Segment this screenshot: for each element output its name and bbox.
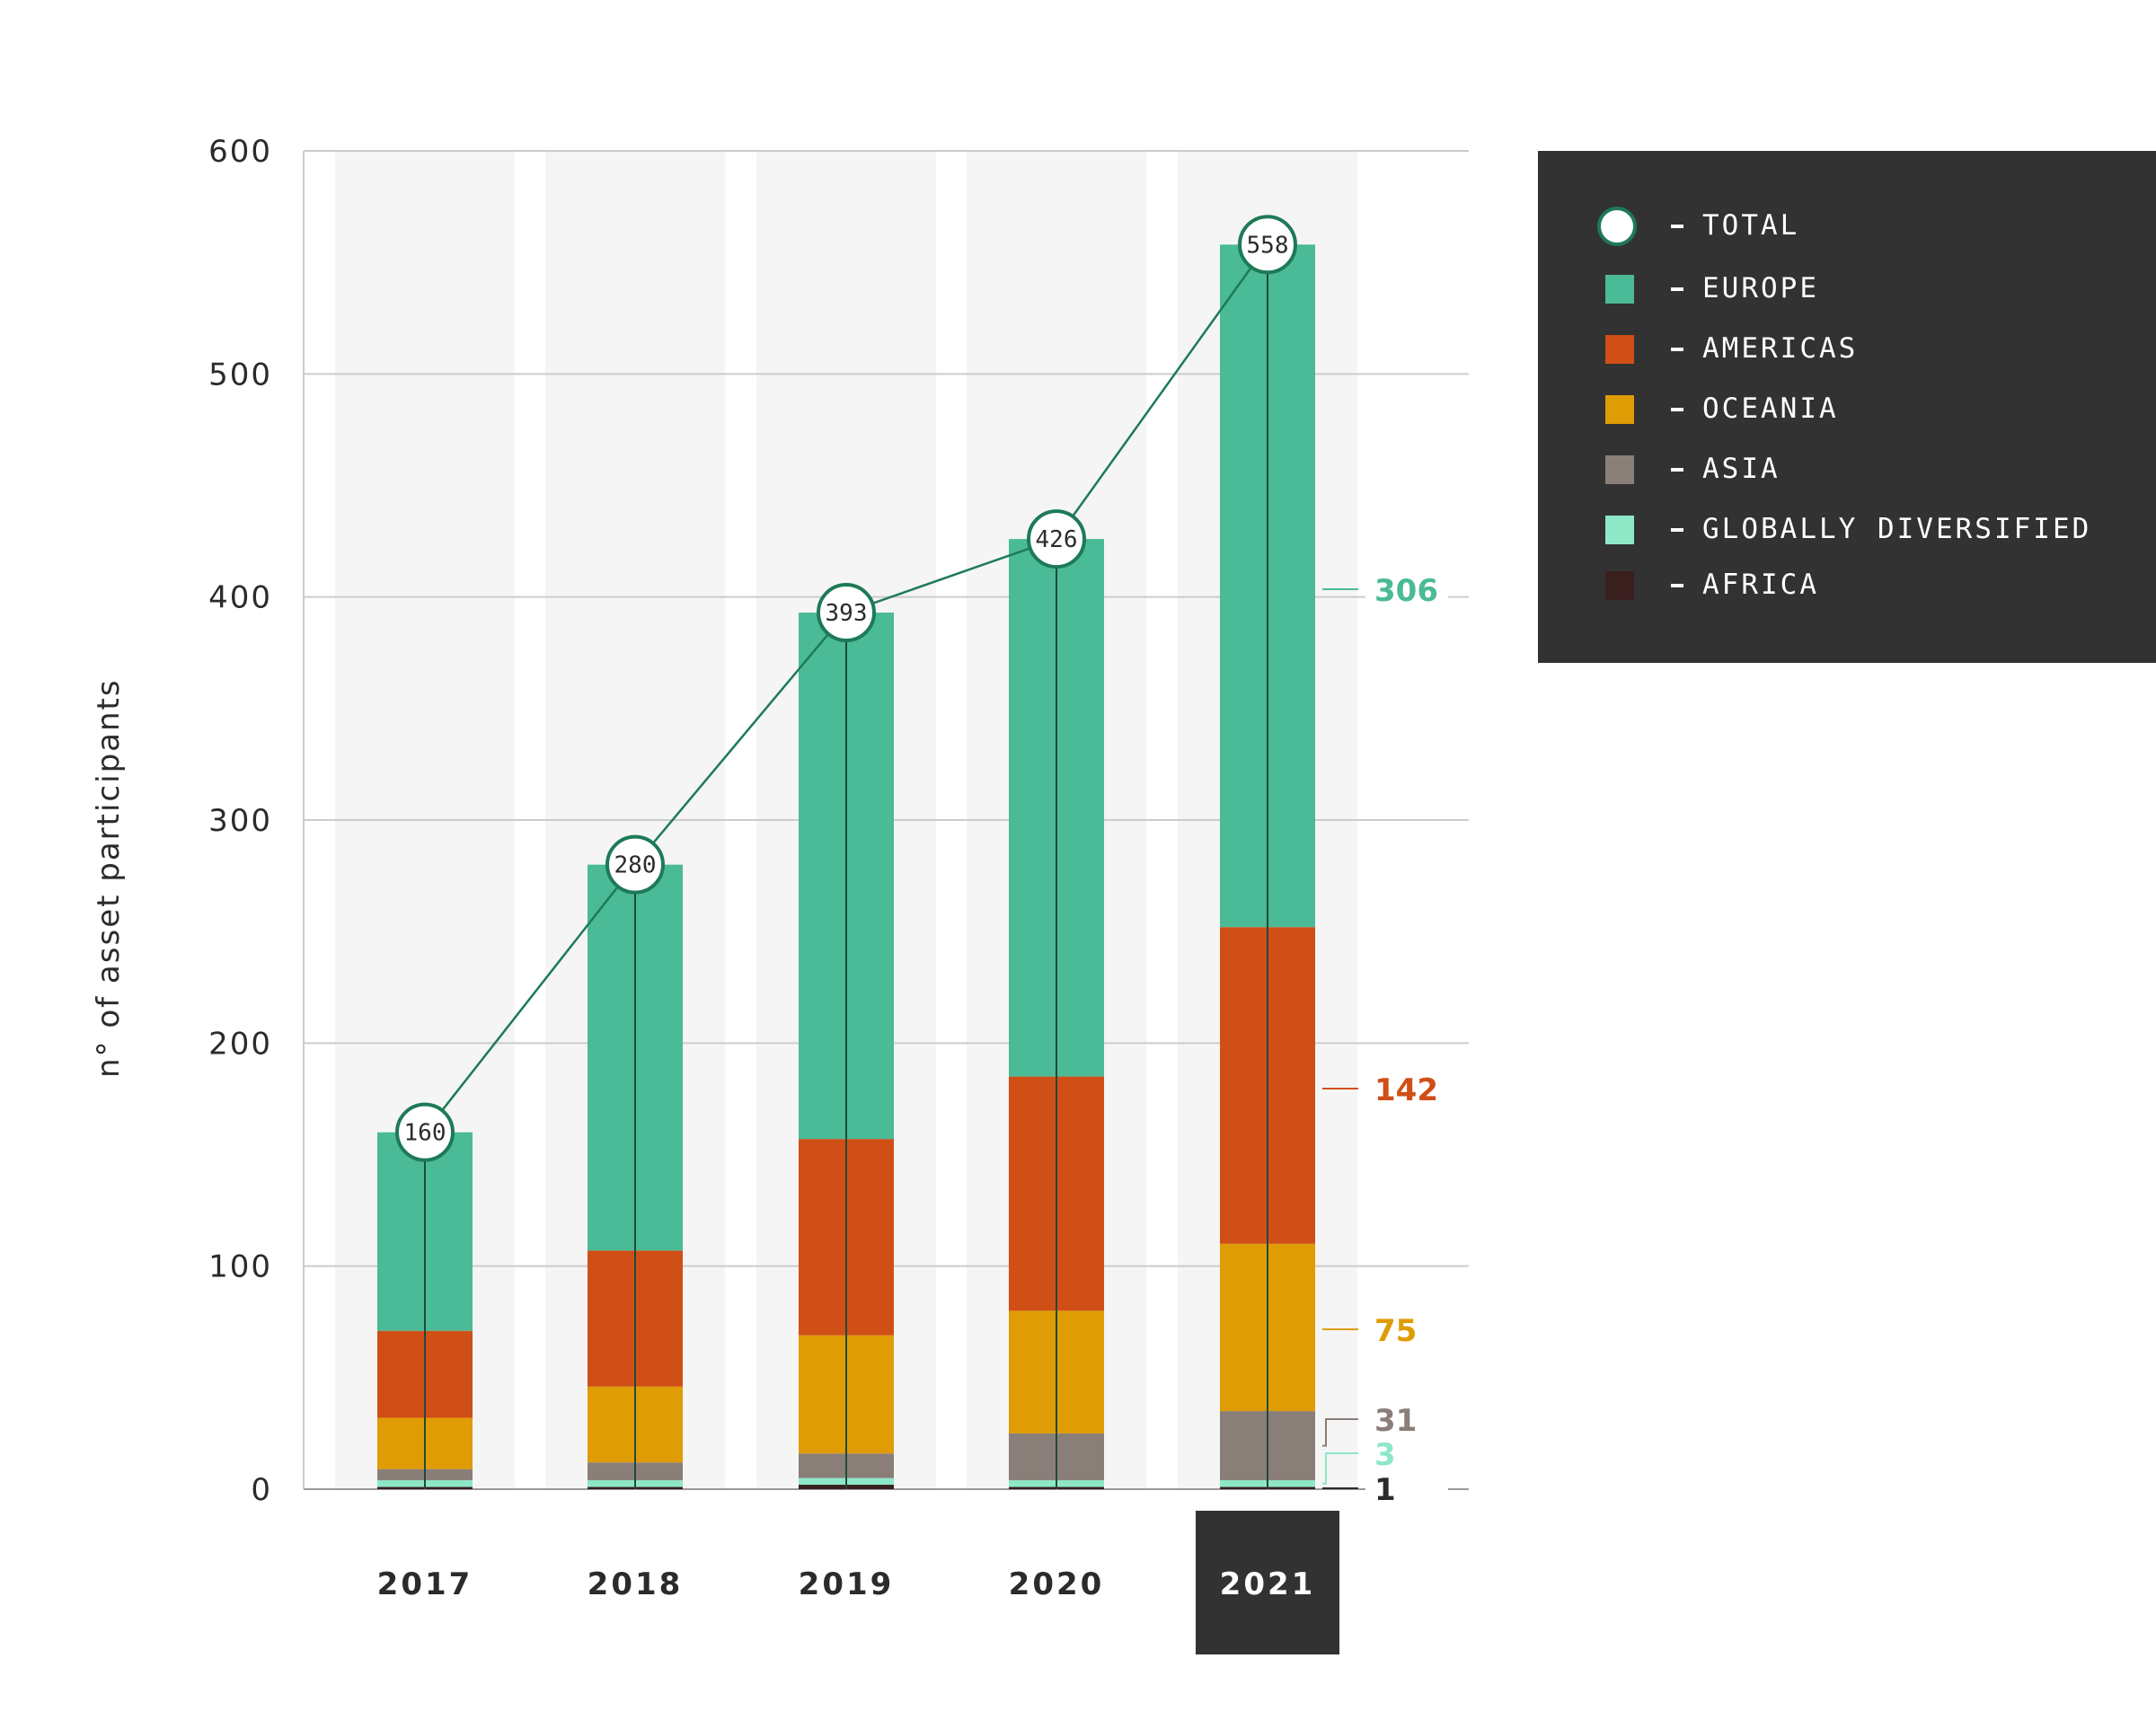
- legend-dash: [1671, 287, 1683, 291]
- legend-swatch: [1605, 275, 1634, 304]
- legend-label: EUROPE: [1702, 272, 1819, 304]
- annotation-oceania: 75: [1374, 1313, 1417, 1349]
- annotation-bg: [1365, 1310, 1448, 1349]
- annotation-africa: 1: [1374, 1472, 1396, 1508]
- total-value-2017: 160: [404, 1120, 446, 1147]
- legend-item-africa: AFRICA: [1538, 563, 2156, 608]
- legend-label: ASIA: [1702, 453, 1780, 485]
- legend-item-globally-diversified: GLOBALLY DIVERSIFIED: [1538, 507, 2156, 552]
- x-tick-label-2021: 2021: [1220, 1566, 1316, 1602]
- total-value-2018: 280: [614, 852, 657, 879]
- legend-label: OCEANIA: [1702, 393, 1839, 425]
- annotation-globally-diversified: 3: [1374, 1437, 1396, 1473]
- x-tick-label-2019: 2019: [799, 1566, 895, 1602]
- legend-swatch: [1605, 395, 1634, 424]
- legend-swatch: [1605, 571, 1634, 600]
- annotation-europe: 306: [1374, 573, 1438, 609]
- bars: [377, 244, 1315, 1489]
- legend-label: GLOBALLY DIVERSIFIED: [1702, 513, 2092, 545]
- y-tick-label: 500: [208, 357, 272, 393]
- total-value-2020: 426: [1036, 526, 1078, 553]
- legend-dash: [1671, 468, 1683, 472]
- legend-dash: [1671, 408, 1683, 411]
- legend-item-europe: EUROPE: [1538, 267, 2156, 312]
- legend-swatch: [1605, 335, 1634, 364]
- annotation-bg: [1365, 1469, 1448, 1508]
- y-axis-ticks: 0 100 200 300 400 500 600: [208, 134, 272, 1508]
- y-tick-label: 200: [208, 1026, 272, 1062]
- annotation-bg: [1365, 1069, 1448, 1108]
- legend-dash: [1671, 225, 1683, 228]
- y-axis-label: n° of asset participants: [91, 678, 127, 1078]
- legend-item-total: TOTAL: [1538, 204, 2156, 249]
- legend-dash: [1671, 528, 1683, 532]
- total-line: 160 280 393 426 558: [395, 215, 1297, 1162]
- y-tick-label: 300: [208, 803, 272, 839]
- annotation-americas: 142: [1374, 1072, 1438, 1108]
- legend-swatch: [1605, 455, 1634, 484]
- x-label-highlight: [1196, 1511, 1339, 1654]
- x-tick-label-2017: 2017: [377, 1566, 473, 1602]
- annotation-asia: 31: [1374, 1403, 1417, 1439]
- legend-dash: [1671, 348, 1683, 351]
- total-marker-2019: [817, 583, 876, 643]
- y-tick-label: 100: [208, 1249, 272, 1285]
- total-marker-2020: [1027, 509, 1086, 569]
- circle-icon: [1597, 207, 1637, 246]
- legend-item-americas: AMERICAS: [1538, 327, 2156, 372]
- legend-dash: [1671, 584, 1683, 587]
- y-tick-label: 400: [208, 580, 272, 616]
- legend-swatch: [1605, 516, 1634, 544]
- annotation-bg: [1365, 1399, 1448, 1439]
- x-axis-labels: 2017 2018 2019 2020 2021: [377, 1511, 1339, 1654]
- y-tick-label: 600: [208, 134, 272, 170]
- x-tick-label-2020: 2020: [1009, 1566, 1105, 1602]
- annotation-leader: [1322, 1452, 1358, 1485]
- total-marker-2018: [605, 834, 665, 895]
- total-value-2019: 393: [826, 600, 868, 627]
- legend-item-oceania: OCEANIA: [1538, 387, 2156, 432]
- total-marker-2017: [395, 1102, 455, 1162]
- annotation-bg: [1365, 1433, 1448, 1473]
- x-tick-label-2018: 2018: [588, 1566, 684, 1602]
- legend-label: TOTAL: [1702, 209, 1800, 242]
- legend-label: AFRICA: [1702, 569, 1819, 601]
- annotation-leader: [1322, 1418, 1358, 1447]
- legend-label: AMERICAS: [1702, 332, 1859, 365]
- total-value-2021: 558: [1247, 232, 1289, 259]
- y-tick-label: 0: [251, 1472, 272, 1508]
- legend: TOTAL EUROPE AMERICAS OCEANIA ASIA GLOBALLY D…: [1538, 151, 2156, 663]
- annotation-bg: [1365, 569, 1448, 609]
- total-marker-2021: [1238, 215, 1297, 275]
- legend-item-asia: ASIA: [1538, 447, 2156, 492]
